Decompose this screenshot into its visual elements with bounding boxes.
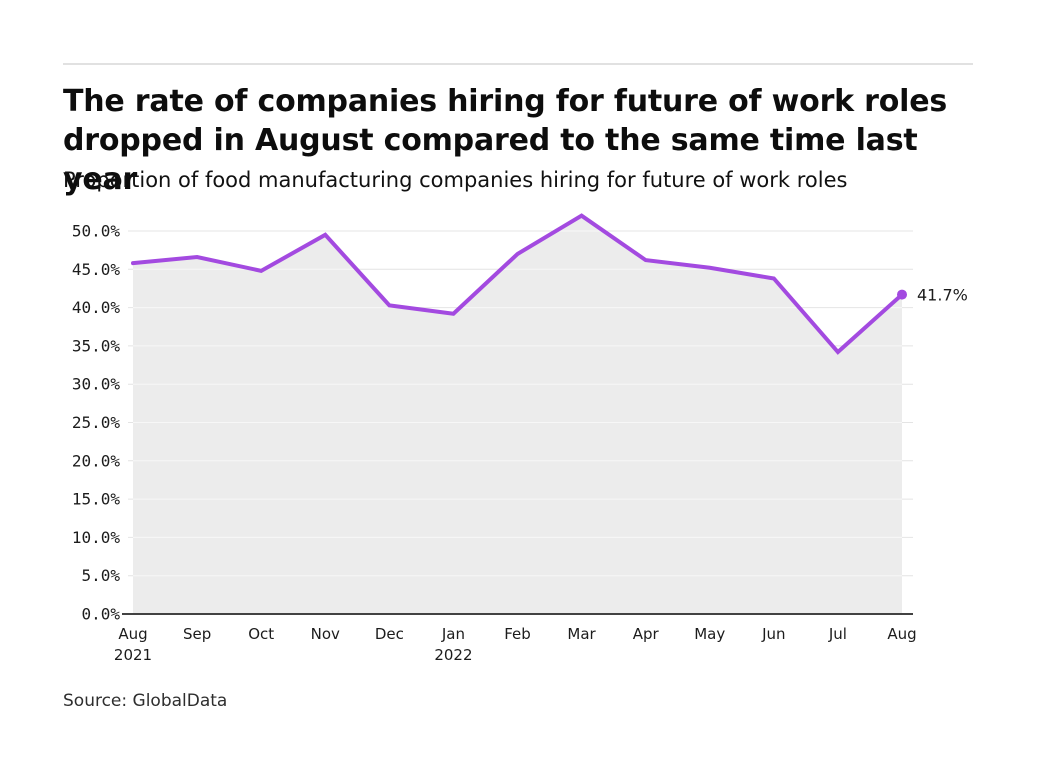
x-tick-label: Aug	[118, 625, 147, 643]
x-tick-label: May	[694, 625, 725, 643]
x-tick-label: Jul	[828, 625, 847, 643]
x-tick-label: Aug	[887, 625, 916, 643]
series-area-fill	[133, 215, 902, 614]
x-tick-label: Oct	[248, 625, 274, 643]
source-attribution: Source: GlobalData	[63, 691, 228, 711]
y-tick-label: 50.0%	[72, 222, 121, 241]
y-tick-label: 30.0%	[72, 375, 121, 394]
series-line	[131, 213, 904, 355]
x-tick-year-label: 2021	[114, 646, 152, 664]
x-tick-label: Nov	[311, 625, 340, 643]
top-divider	[63, 63, 973, 65]
end-point-marker	[897, 289, 907, 300]
x-tick-label: Mar	[567, 625, 596, 643]
chart-title-line-2: dropped in August compared to the same t…	[63, 123, 918, 197]
y-tick-label: 40.0%	[72, 298, 121, 317]
x-tick-label: Jun	[761, 625, 785, 643]
y-tick-label: 20.0%	[72, 451, 121, 470]
y-tick-label: 35.0%	[72, 336, 121, 355]
x-tick-label: Sep	[183, 625, 211, 643]
y-axis-labels: 0.0% 5.0% 10.0% 15.0% 20.0% 25.0% 30.0% 35.0% 40…	[72, 222, 121, 624]
x-tick-label: Dec	[375, 625, 404, 643]
x-tick-label: Feb	[504, 625, 531, 643]
y-tick-label: 15.0%	[72, 490, 121, 509]
x-tick-label: Jan	[441, 625, 465, 643]
chart-subtitle: Proportion of food manufacturing compani…	[63, 168, 848, 192]
y-tick-label: 10.0%	[72, 528, 121, 547]
x-axis-labels: Aug 2021 Sep Oct Nov Dec Jan 2022 Feb Mar Apr May Ju…	[114, 625, 917, 664]
chart-title: The rate of companies hiring for future …	[63, 82, 983, 199]
x-tick-year-label: 2022	[434, 646, 472, 664]
y-tick-label: 0.0%	[81, 605, 120, 624]
x-tick-label: Apr	[633, 625, 660, 643]
y-tick-label: 5.0%	[81, 566, 120, 585]
y-tick-label: 25.0%	[72, 413, 121, 432]
chart-title-line-1: The rate of companies hiring for future …	[63, 84, 948, 119]
end-point-value-label: 41.7%	[917, 286, 968, 305]
y-tick-label: 45.0%	[72, 260, 121, 279]
